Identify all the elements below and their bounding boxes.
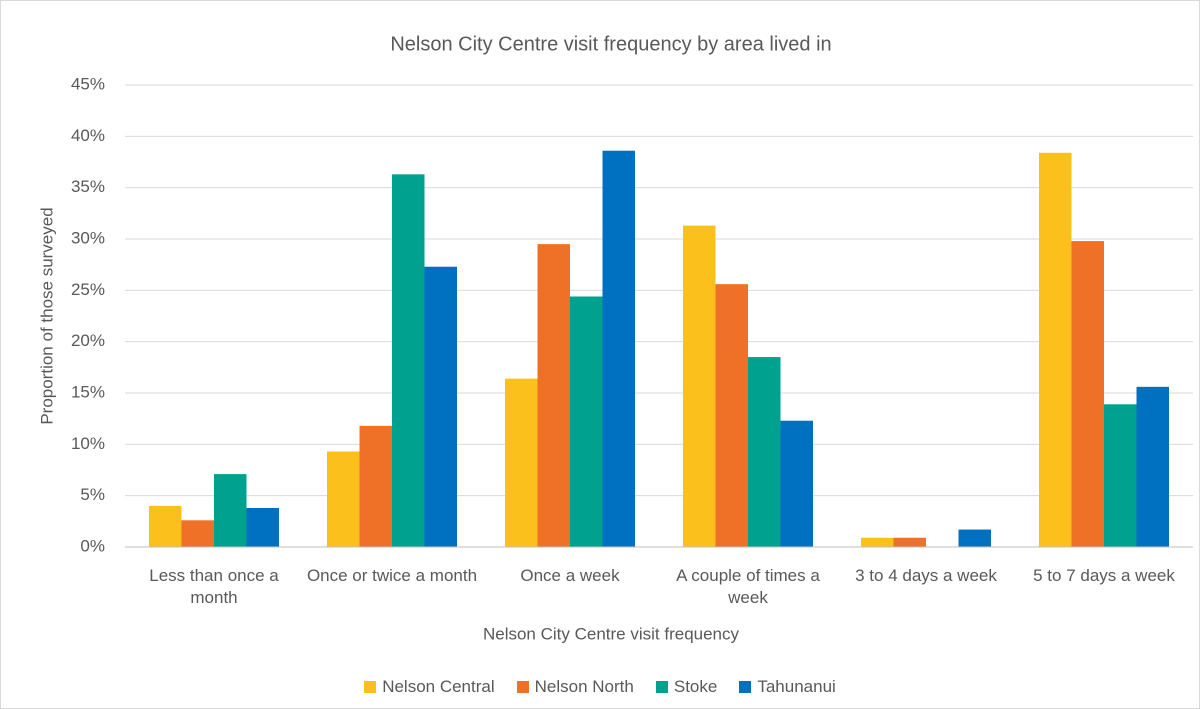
bar — [359, 425, 392, 547]
bar — [1039, 152, 1072, 547]
bar — [424, 266, 457, 547]
x-tick-label: Once or twice a month — [306, 566, 478, 585]
legend-label: Stoke — [673, 677, 718, 696]
legend-item: Nelson Central — [364, 677, 495, 697]
bar — [1136, 386, 1169, 547]
bar — [214, 474, 247, 547]
y-tick-label: 45% — [71, 74, 105, 93]
x-tick-label: 5 to 7 days a week — [1033, 566, 1175, 585]
x-axis-title: Nelson City Centre visit frequency — [483, 624, 740, 643]
y-tick-label: 20% — [71, 331, 105, 350]
legend-item: Stoke — [655, 677, 718, 697]
bar — [748, 357, 781, 547]
legend-label: Nelson North — [534, 677, 634, 696]
legend-swatch — [655, 681, 668, 693]
y-tick-label: 35% — [71, 177, 105, 196]
bar — [893, 537, 926, 547]
bar — [602, 150, 635, 547]
chart-title: Nelson City Centre visit frequency by ar… — [390, 33, 831, 55]
legend-swatch — [516, 681, 529, 693]
bar — [537, 244, 570, 547]
bar — [392, 174, 425, 547]
legend-label: Nelson Central — [382, 677, 495, 696]
x-tick-label: Less than once a month — [149, 566, 279, 607]
bar — [715, 284, 748, 547]
bar — [570, 296, 603, 547]
bar — [683, 225, 716, 548]
bar — [149, 505, 182, 547]
legend-swatch — [364, 681, 377, 693]
x-tick-label: 3 to 4 days a week — [855, 566, 997, 585]
bar — [327, 451, 360, 547]
legend-item: Tahunanui — [739, 677, 836, 697]
bar — [861, 537, 894, 547]
legend: Nelson Central Nelson North Stoke Tahunanui — [1, 677, 1199, 697]
legend-label: Tahunanui — [757, 677, 836, 696]
bar — [1104, 404, 1137, 547]
legend-item: Nelson North — [516, 677, 634, 697]
bar — [246, 507, 279, 547]
bar — [780, 420, 813, 547]
bar — [958, 529, 991, 547]
legend-swatch — [739, 681, 752, 693]
y-tick-label: 30% — [71, 228, 105, 247]
y-tick-label: 15% — [71, 382, 105, 401]
y-tick-label: 0% — [80, 536, 105, 555]
y-tick-label: 40% — [71, 126, 105, 145]
bar — [1071, 241, 1104, 547]
y-tick-label: 10% — [71, 434, 105, 453]
bar — [181, 520, 214, 547]
x-tick-label: Once a week — [520, 566, 620, 585]
y-tick-label: 5% — [80, 485, 105, 504]
y-tick-label: 25% — [71, 280, 105, 299]
bar — [505, 378, 538, 547]
y-axis-title: Proportion of those surveyed — [37, 207, 56, 424]
x-tick-label: A couple of times a week — [676, 566, 820, 607]
